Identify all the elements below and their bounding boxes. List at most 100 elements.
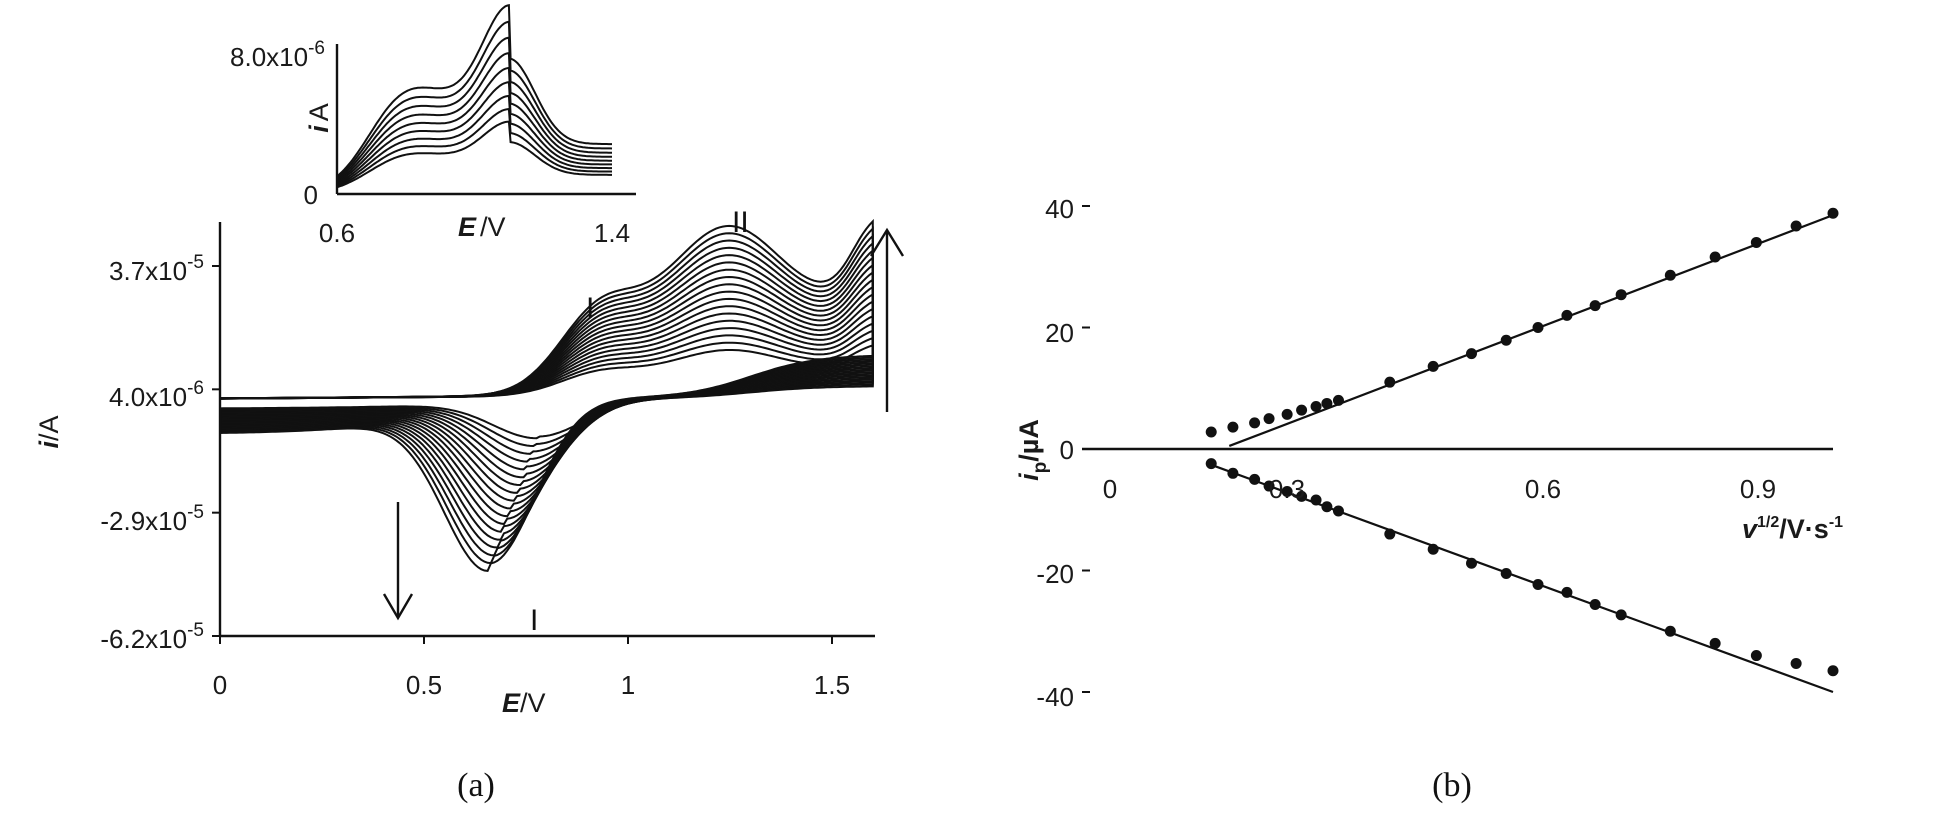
inset-curve-1 [336, 120, 612, 189]
cv-curve-18 [219, 218, 874, 572]
y-tick-a-1: 4.0x10-6 [109, 378, 204, 412]
cathodic-point-16 [1589, 599, 1601, 611]
x-tick-a-2: 1 [621, 670, 635, 700]
arrow-down-icon [382, 502, 414, 621]
x-axis-label-b: v1/2/V·s-1 [1742, 514, 1843, 544]
anodic-point-17 [1615, 289, 1627, 301]
cathodic-point-14 [1532, 578, 1544, 590]
anodic-point-3 [1249, 417, 1261, 429]
anodic-point-9 [1332, 394, 1344, 406]
inset-curve-9 [336, 3, 612, 178]
y-tick-b-40: 40 [1045, 194, 1074, 224]
cv-curve-17 [220, 226, 874, 565]
anodic-point-19 [1709, 251, 1721, 263]
panel-a: 3.7x10-5 4.0x10-6 -2.9x10-5 -6.2x10-5 0 … [34, 206, 905, 804]
anodic-point-2 [1227, 421, 1239, 433]
x-tick-a-3: 1.5 [814, 670, 850, 700]
y-tick-b-neg20: -20 [1036, 559, 1074, 589]
y-tick-inset-top: 8.0x10-6 [230, 38, 325, 72]
cathodic-point-19 [1709, 637, 1721, 649]
x-tick-a-1: 0.5 [406, 670, 442, 700]
x-tick-b-06: 0.6 [1525, 474, 1561, 504]
anodic-point-16 [1589, 300, 1601, 312]
cv-curve-12 [219, 263, 874, 526]
ticks-a [212, 265, 833, 644]
y-tick-a-0: 3.7x10-5 [109, 252, 204, 286]
inset-curve-6 [336, 51, 612, 182]
anodic-point-4 [1263, 413, 1275, 425]
cathodic-point-5 [1281, 486, 1293, 498]
inset-curve-3 [336, 94, 612, 186]
x-tick-inset-1: 1.4 [594, 218, 630, 248]
x-tick-b-03: 0.3 [1269, 474, 1305, 504]
cathodic-point-20 [1750, 650, 1762, 662]
y-tick-b-20: 20 [1045, 318, 1074, 348]
cathodic-point-12 [1466, 557, 1477, 569]
y-tick-b-0: 0 [1060, 435, 1074, 465]
y-axis-label-b: ip/µA [1014, 419, 1051, 481]
x-tick-a-0: 0 [213, 670, 227, 700]
cathodic-point-13 [1500, 568, 1512, 580]
x-axis-label-inset: E/V [458, 212, 506, 242]
anodic-point-15 [1561, 309, 1573, 321]
peak-label-II: II [732, 206, 749, 239]
cathodic-point-10 [1384, 528, 1396, 540]
fit-line-anodic [1228, 214, 1834, 447]
cathodic-point-2 [1227, 467, 1239, 479]
peak-label-I-anodic: I [586, 292, 594, 325]
cathodic-point-15 [1561, 586, 1573, 598]
peak-label-I-cathodic: I [530, 604, 538, 637]
anodic-point-8 [1321, 397, 1333, 409]
ticks-b [1082, 205, 1090, 693]
x-axis-label-a: E/V [502, 688, 546, 718]
anodic-point-1 [1205, 426, 1217, 438]
arrow-up-icon [869, 227, 905, 412]
cathodic-point-22 [1827, 665, 1839, 677]
y-tick-a-3: -6.2x10-5 [100, 620, 204, 654]
anodic-point-21 [1790, 220, 1802, 232]
panel-caption-a: (a) [457, 767, 495, 804]
cv-curve-7 [220, 299, 874, 487]
cv-curve-8 [219, 292, 874, 494]
anodic-point-5 [1281, 408, 1293, 420]
anodic-point-12 [1466, 348, 1477, 360]
cv-curve-14 [220, 248, 874, 541]
cathodic-point-17 [1615, 609, 1627, 621]
y-tick-a-2: -2.9x10-5 [100, 502, 204, 536]
cv-curve-13 [220, 255, 874, 533]
anodic-point-18 [1664, 269, 1676, 281]
cathodic-point-3 [1249, 473, 1261, 485]
inset-curves [336, 3, 613, 189]
inset-curve-8 [336, 20, 613, 179]
anodic-point-6 [1296, 404, 1308, 416]
x-tick-inset-0: 0.6 [319, 218, 355, 248]
y-tick-inset-zero: 0 [304, 180, 318, 210]
anodic-point-20 [1750, 236, 1762, 248]
y-axis-label-a: i/A [34, 415, 64, 448]
cathodic-point-6 [1296, 490, 1308, 502]
cathodic-point-4 [1263, 480, 1275, 492]
anodic-point-13 [1500, 334, 1512, 346]
cv-curve-6 [219, 307, 874, 479]
cathodic-point-7 [1310, 494, 1322, 506]
scatter-plot-b [1205, 207, 1839, 694]
anodic-point-14 [1532, 322, 1544, 333]
panel-b: 40 20 0 -20 -40 0 0.3 0.6 0.9 v1/2/V·s-1… [1014, 194, 1843, 804]
cathodic-point-21 [1790, 657, 1802, 669]
panel-caption-b: (b) [1432, 767, 1472, 804]
anodic-point-10 [1384, 376, 1396, 388]
inset-curve-5 [336, 66, 612, 184]
cathodic-point-1 [1205, 458, 1217, 470]
x-tick-b-09: 0.9 [1740, 474, 1776, 504]
inset-curve-2 [336, 107, 612, 188]
cathodic-point-18 [1664, 625, 1676, 637]
cathodic-point-9 [1332, 505, 1344, 517]
cv-curves [219, 218, 874, 572]
inset-curve-7 [336, 36, 612, 181]
anodic-point-11 [1427, 360, 1439, 372]
y-axis-label-inset: iA [304, 103, 334, 133]
anodic-point-7 [1310, 400, 1322, 412]
anodic-point-22 [1827, 207, 1839, 219]
panel-a-inset: 8.0x10-6 0 0.6 1.4 E/V iA [230, 3, 636, 248]
